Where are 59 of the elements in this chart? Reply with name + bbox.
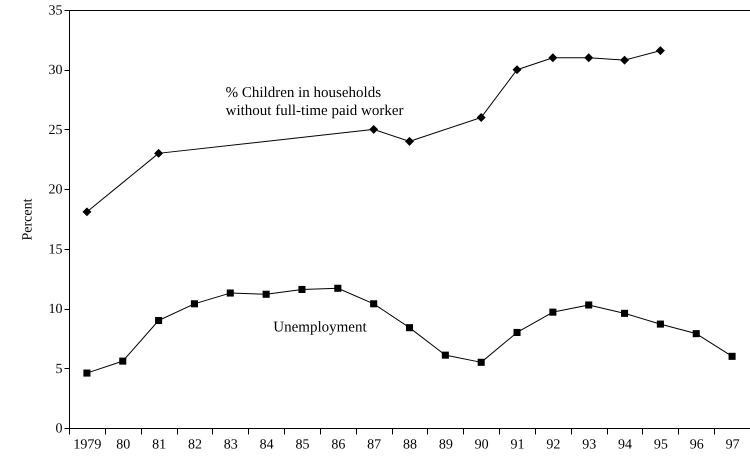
point [190, 300, 198, 308]
x-tick-label: 89 [438, 438, 453, 452]
point [728, 352, 736, 360]
series-label: Unemployment [273, 319, 368, 336]
point [584, 53, 594, 62]
point [226, 290, 234, 297]
x-tick-label: 81 [152, 438, 166, 452]
y-axis-title: Percent [20, 198, 36, 240]
point [154, 148, 164, 158]
point [369, 124, 378, 134]
point [692, 330, 700, 338]
point [298, 286, 306, 293]
point [406, 324, 414, 332]
x-tick-label: 86 [331, 438, 346, 452]
x-tick-label: 90 [474, 438, 489, 452]
y-tick-label: 5 [56, 362, 62, 377]
x-tick-label: 87 [367, 438, 382, 452]
point [82, 207, 92, 216]
y-tick-label: 15 [48, 242, 62, 258]
x-tick-label: 82 [188, 438, 202, 452]
point [549, 308, 556, 316]
x-tick-label: 84 [260, 438, 274, 452]
point [513, 328, 521, 336]
x-tick-label: 88 [403, 438, 417, 452]
x-tick-label: 83 [224, 438, 238, 452]
point [585, 301, 592, 309]
point [548, 53, 558, 62]
point [478, 358, 485, 366]
x-tick-label: 91 [510, 438, 525, 452]
x-tick-label: 92 [546, 438, 560, 452]
x-tick-label: 1979 [73, 438, 102, 452]
point [155, 316, 162, 324]
y-tick-label: 35 [48, 4, 62, 18]
y-tick-label: 20 [48, 182, 62, 198]
point [656, 46, 665, 56]
y-tick-label: 10 [48, 302, 62, 318]
point [119, 358, 126, 365]
x-tick-label: 96 [690, 438, 704, 452]
point [476, 113, 486, 122]
x-tick-label: 97 [726, 438, 740, 452]
point [262, 290, 270, 298]
y-tick-label: 30 [48, 63, 62, 78]
x-tick-label: 93 [582, 438, 596, 452]
series-label: % Children in households without full-time paid worker [226, 85, 404, 120]
x-tick-label: 94 [618, 438, 632, 452]
y-tick-label: 25 [48, 122, 62, 138]
y-tick-label: 0 [56, 422, 62, 436]
point [405, 136, 414, 146]
point [370, 300, 378, 308]
x-tick-label: 85 [295, 438, 310, 452]
point [620, 56, 630, 65]
x-tick-label: 80 [116, 438, 130, 452]
x-tick-label: 95 [654, 438, 668, 452]
point [442, 352, 449, 359]
point [656, 320, 664, 328]
point [621, 310, 628, 317]
point [512, 65, 522, 74]
point [83, 370, 90, 377]
point [334, 284, 342, 292]
